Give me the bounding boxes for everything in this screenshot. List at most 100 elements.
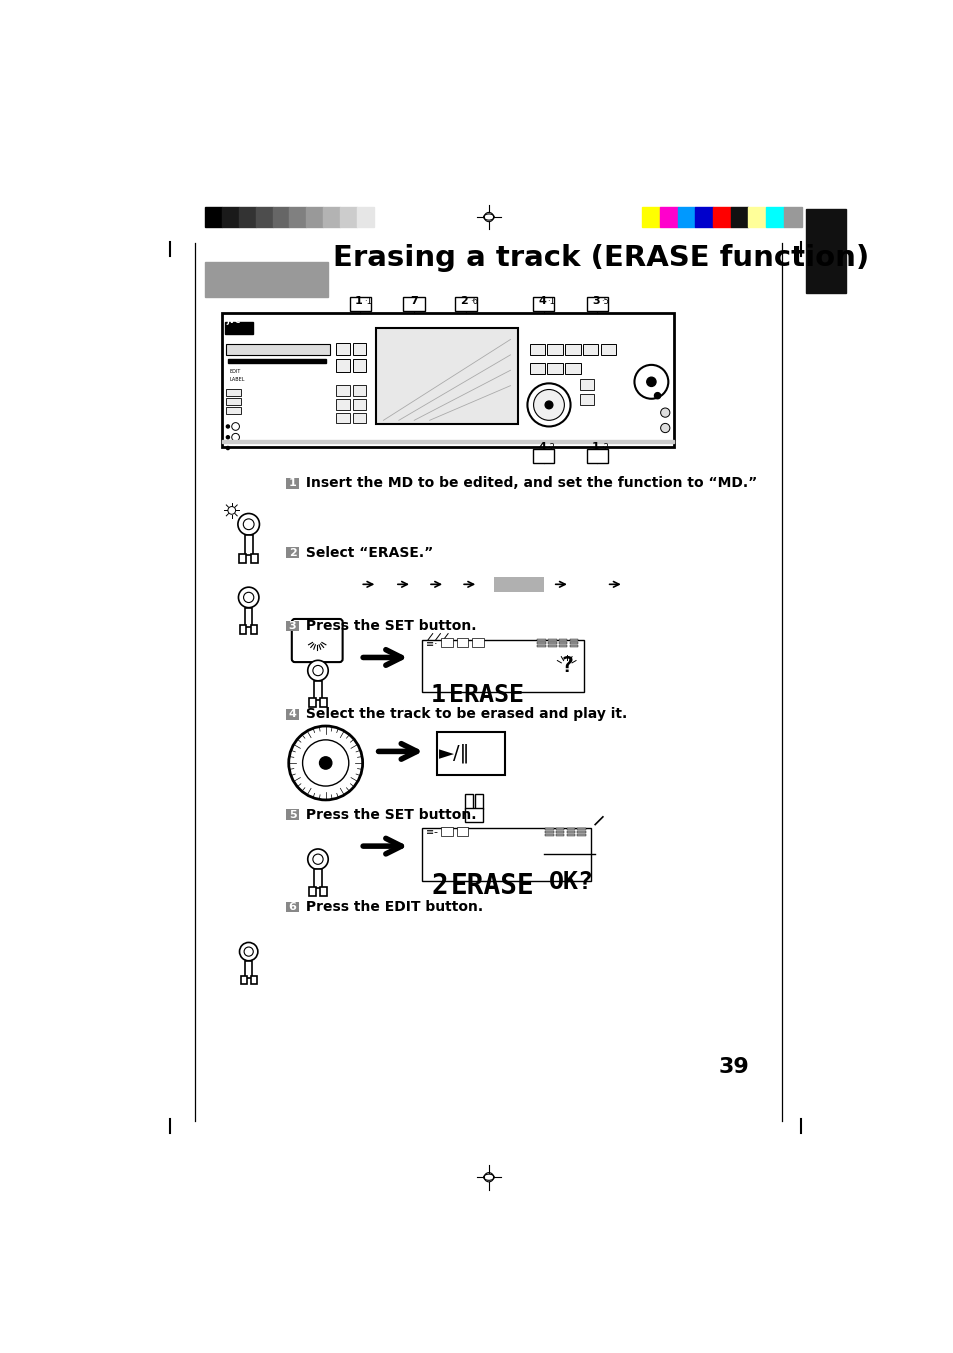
Bar xyxy=(548,643,557,644)
Bar xyxy=(436,732,504,774)
Bar xyxy=(547,344,562,354)
Bar xyxy=(306,207,323,227)
Text: Select the track to be erased and play it.: Select the track to be erased and play i… xyxy=(301,708,627,721)
Circle shape xyxy=(544,400,552,409)
Bar xyxy=(245,961,252,978)
Bar xyxy=(455,298,476,311)
Bar xyxy=(356,207,374,227)
Bar xyxy=(577,831,585,833)
Circle shape xyxy=(319,756,332,769)
Text: 4: 4 xyxy=(289,709,296,720)
Bar xyxy=(533,298,554,311)
Circle shape xyxy=(302,740,349,786)
Text: Press the SET button.: Press the SET button. xyxy=(301,808,476,821)
Bar xyxy=(537,645,545,648)
Bar xyxy=(566,833,575,836)
Bar xyxy=(440,827,453,836)
Bar xyxy=(286,548,298,559)
Bar xyxy=(245,534,253,555)
Circle shape xyxy=(659,423,669,433)
Text: 2: 2 xyxy=(289,548,296,557)
Bar xyxy=(239,553,246,563)
Bar xyxy=(375,327,517,423)
Bar xyxy=(286,901,298,912)
Bar xyxy=(558,645,567,648)
Bar xyxy=(544,833,553,836)
Bar xyxy=(349,298,371,311)
Text: 2: 2 xyxy=(460,295,468,306)
Text: 1: 1 xyxy=(431,683,446,706)
Bar xyxy=(323,207,340,227)
Text: 1: 1 xyxy=(592,442,599,452)
Text: 4: 4 xyxy=(537,295,545,306)
Bar xyxy=(286,709,298,720)
Bar xyxy=(537,639,545,641)
Bar xyxy=(529,364,544,375)
Bar xyxy=(569,639,578,641)
Bar xyxy=(421,828,591,881)
Bar xyxy=(579,379,593,390)
Bar xyxy=(547,364,562,375)
Text: 4: 4 xyxy=(537,442,545,452)
Text: ERASE: ERASE xyxy=(449,683,523,706)
Circle shape xyxy=(226,425,229,428)
Circle shape xyxy=(654,392,659,399)
Text: ·6: ·6 xyxy=(469,296,477,306)
Bar xyxy=(221,440,674,444)
Bar xyxy=(205,207,221,227)
Circle shape xyxy=(308,660,328,681)
Circle shape xyxy=(238,587,258,607)
Bar xyxy=(730,207,748,227)
Bar xyxy=(783,207,801,227)
Bar xyxy=(494,576,544,593)
Bar xyxy=(335,384,349,395)
Circle shape xyxy=(237,514,259,534)
Bar xyxy=(577,833,585,836)
Bar xyxy=(225,407,241,414)
Bar xyxy=(309,888,315,896)
Text: 2: 2 xyxy=(431,871,448,900)
Bar xyxy=(558,639,567,641)
Text: ?: ? xyxy=(559,656,573,676)
Bar xyxy=(245,607,253,626)
Bar xyxy=(456,827,468,836)
Bar xyxy=(556,828,564,829)
Bar xyxy=(659,207,677,227)
Bar xyxy=(569,643,578,644)
Bar xyxy=(577,828,585,829)
Text: 1: 1 xyxy=(355,295,362,306)
Text: ≡: ≡ xyxy=(425,827,434,838)
Bar xyxy=(403,298,425,311)
Bar xyxy=(548,639,557,641)
Bar xyxy=(255,207,273,227)
Bar xyxy=(677,207,695,227)
Text: ·2: ·2 xyxy=(547,442,555,452)
Bar xyxy=(564,364,580,375)
Bar xyxy=(286,809,298,820)
Circle shape xyxy=(659,409,669,417)
Text: 6: 6 xyxy=(289,902,296,912)
Circle shape xyxy=(226,446,229,449)
Bar xyxy=(548,645,557,648)
Bar xyxy=(464,808,482,823)
Circle shape xyxy=(239,943,257,961)
Bar xyxy=(335,342,349,354)
Bar xyxy=(586,449,608,463)
Bar xyxy=(529,344,544,354)
Bar xyxy=(475,794,482,809)
Text: Select “ERASE.”: Select “ERASE.” xyxy=(301,545,433,560)
Text: ≡: ≡ xyxy=(425,639,434,648)
Text: JVC: JVC xyxy=(226,315,240,325)
Bar xyxy=(221,207,238,227)
Bar xyxy=(537,643,545,644)
Text: ·1: ·1 xyxy=(547,296,555,306)
Bar xyxy=(225,322,253,334)
Bar xyxy=(353,342,366,354)
Bar xyxy=(472,639,483,648)
Bar xyxy=(556,831,564,833)
Bar xyxy=(335,360,349,372)
Bar xyxy=(765,207,783,227)
Bar xyxy=(586,298,608,311)
Text: 1: 1 xyxy=(289,479,296,488)
Bar xyxy=(641,207,659,227)
